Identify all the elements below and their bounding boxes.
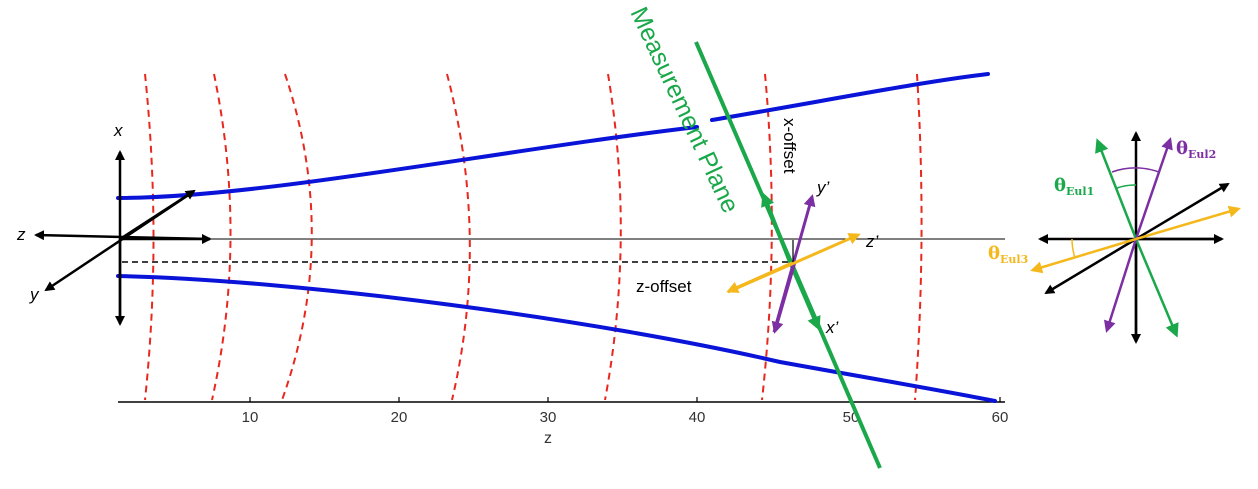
z-offset-label: z-offset bbox=[636, 277, 692, 296]
wavefronts bbox=[144, 73, 923, 401]
wavefront bbox=[761, 73, 773, 401]
axis-label-z: z bbox=[544, 430, 552, 447]
primed-frame bbox=[726, 192, 861, 334]
theta-eul2-arc bbox=[1111, 167, 1160, 173]
tick-label: 40 bbox=[689, 409, 706, 426]
axis-z-label: z bbox=[16, 225, 26, 244]
x-prime-arrow-down bbox=[788, 261, 821, 331]
tick-label: 10 bbox=[242, 409, 259, 426]
wavefront bbox=[281, 73, 313, 401]
x-offset-label: x-offset bbox=[780, 118, 799, 174]
theta-eul1-arc bbox=[1116, 184, 1137, 189]
axis-x-label: x bbox=[113, 121, 123, 140]
beam-lower-edge bbox=[116, 274, 997, 403]
euler-orange-axis bbox=[1135, 205, 1241, 241]
y-prime-arrow-back bbox=[771, 261, 797, 334]
z-prime-label: z’ bbox=[865, 232, 879, 251]
euler-purple-axis bbox=[1134, 137, 1173, 240]
wavefront bbox=[446, 73, 471, 401]
euler-orange-axis-back bbox=[1030, 237, 1137, 274]
theta-eul2-label: θEul2 bbox=[1176, 138, 1216, 161]
wavefront bbox=[914, 73, 923, 401]
beam-upper-edge bbox=[116, 72, 990, 200]
euler-black-diagonal bbox=[1135, 182, 1230, 241]
euler-angle-diagram: θEul1 θEul2 θEul3 bbox=[988, 131, 1241, 344]
wavefront bbox=[211, 73, 232, 401]
x-prime-label: x’ bbox=[825, 318, 839, 337]
z-axis: 10 20 30 40 50 60 z bbox=[118, 397, 1008, 447]
theta-eul1-label: θEul1 bbox=[1054, 175, 1094, 198]
beam-envelope bbox=[116, 72, 997, 403]
tick-label: 30 bbox=[540, 409, 557, 426]
x-prime-arrow-up bbox=[761, 192, 792, 263]
euler-green-axis-back bbox=[1134, 238, 1179, 338]
wavefront bbox=[604, 73, 622, 401]
lab-frame-axes bbox=[34, 150, 212, 326]
z-prime-arrow-back bbox=[726, 261, 793, 293]
theta-eul3-arc bbox=[1071, 238, 1076, 259]
euler-black-diagonal-back bbox=[1044, 237, 1137, 295]
euler-purple-axis-back bbox=[1104, 238, 1138, 333]
tick-label: 60 bbox=[992, 409, 1009, 426]
tick-label: 20 bbox=[391, 409, 408, 426]
y-axis-arrow-back bbox=[119, 189, 196, 241]
axis-y-label: y bbox=[29, 285, 40, 304]
theta-eul3-label: θEul3 bbox=[988, 243, 1028, 266]
y-prime-label: y’ bbox=[816, 178, 830, 197]
euler-green-axis bbox=[1095, 138, 1138, 240]
